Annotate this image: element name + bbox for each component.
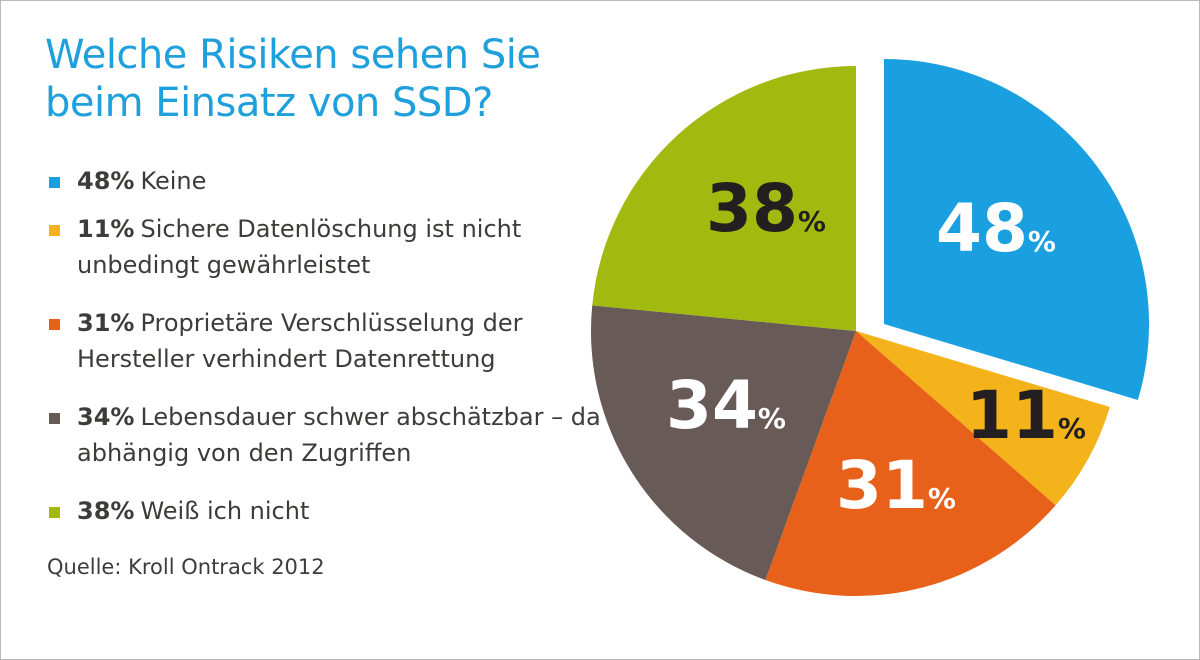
legend-text: Weiß ich nicht (140, 497, 310, 525)
legend-item-datenloeschung: 11% Sichere Datenlöschung ist nicht unbed… (49, 211, 617, 283)
slice-label-48: 48% (936, 190, 1056, 267)
legend-text: Lebensdauer schwer abschätzbar – da abhä… (77, 403, 601, 467)
legend-item-keine: 48% Keine (49, 163, 617, 199)
slice-label-31: 31% (836, 447, 956, 524)
chart-title-line-1: Welche Risiken sehen Sie (45, 32, 541, 78)
chart-title: Welche Risiken sehen Sie beim Einsatz vo… (45, 31, 605, 127)
legend-swatch (49, 319, 60, 330)
legend-swatch (49, 177, 60, 188)
legend-text: Sichere Datenlöschung ist nicht unbeding… (77, 215, 522, 279)
legend-percent: 31% (77, 309, 135, 337)
legend-swatch (49, 413, 60, 424)
legend-item-lebensdauer: 34% Lebensdauer schwer abschätzbar – da a… (49, 399, 617, 471)
legend-percent: 38% (77, 497, 135, 525)
slice-label-11: 11% (966, 377, 1086, 454)
pie-slice-48 (884, 59, 1150, 400)
pie-slice-11 (856, 331, 1110, 506)
pie-slice-34 (590, 305, 856, 581)
legend-text: Proprietäre Verschlüsselung der Herstell… (77, 309, 523, 373)
pie-slice-31 (765, 331, 1056, 597)
slice-label-34: 34% (666, 367, 786, 444)
legend-percent: 34% (77, 403, 135, 431)
legend-text: Keine (140, 167, 207, 195)
source-note: Quelle: Kroll Ontrack 2012 (47, 555, 325, 579)
chart-title-line-2: beim Einsatz von SSD? (45, 80, 493, 126)
legend-swatch (49, 225, 60, 236)
legend-item-verschluesselung: 31% Proprietäre Verschlüsselung der Herst… (49, 305, 617, 377)
legend-percent: 11% (77, 215, 135, 243)
slice-label-38: 38% (706, 170, 826, 247)
legend-percent: 48% (77, 167, 135, 195)
legend-item-weiss-nicht: 38% Weiß ich nicht (49, 493, 617, 529)
pie-slice-38 (592, 65, 856, 331)
legend-swatch (49, 507, 60, 518)
